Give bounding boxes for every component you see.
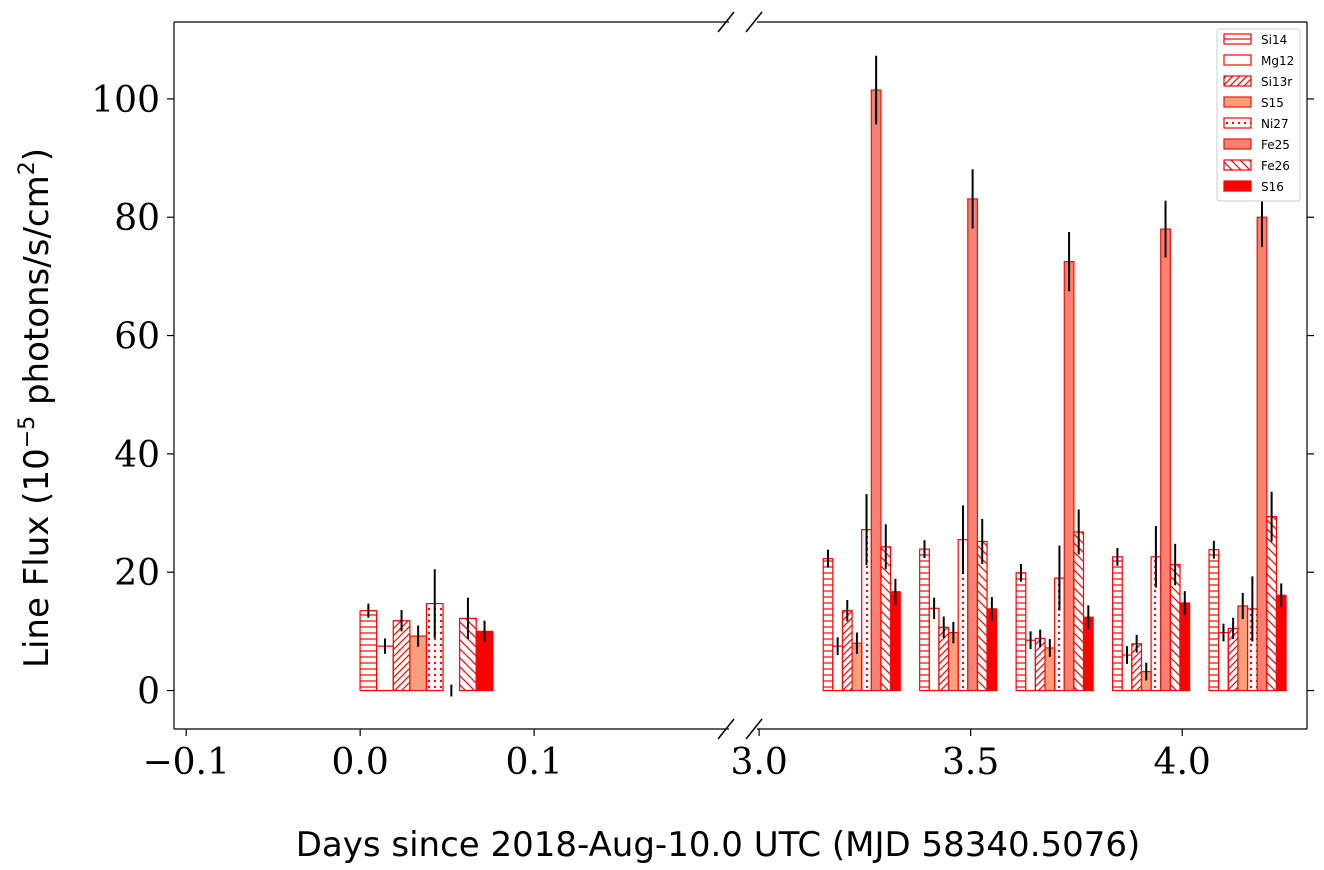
legend-swatch-fe25 bbox=[1224, 139, 1251, 149]
bar-fe25-group-6 bbox=[1257, 217, 1267, 690]
legend-swatch-ni27 bbox=[1224, 118, 1251, 128]
bar-series bbox=[360, 90, 1286, 691]
bar-s16-group-5 bbox=[1180, 603, 1190, 691]
bar-s16-group-6 bbox=[1276, 595, 1286, 690]
bar-fe25-group-3 bbox=[968, 199, 978, 691]
legend-swatch-s16 bbox=[1224, 181, 1251, 191]
x-tick-label: 0.1 bbox=[506, 742, 563, 783]
legend-label-si14: Si14 bbox=[1261, 33, 1287, 47]
bar-si14-group-1 bbox=[360, 611, 377, 691]
bar-fe26-group-4 bbox=[1074, 532, 1084, 691]
bar-mg12-group-3 bbox=[929, 608, 939, 690]
bar-si14-group-3 bbox=[920, 549, 930, 690]
bar-s16-group-3 bbox=[987, 609, 997, 691]
legend-swatch-fe26 bbox=[1224, 160, 1251, 170]
x-tick-label: 0.0 bbox=[332, 742, 389, 783]
x-tick-label: −0.1 bbox=[142, 742, 229, 783]
x-axis-ticks: −0.1 0.0 0.1 3.0 3.5 4.0 bbox=[142, 729, 1210, 783]
bar-si14-group-4 bbox=[1016, 573, 1026, 691]
legend-label-s15: S15 bbox=[1261, 96, 1284, 110]
y-axis-title-mid: photons/s/cm bbox=[17, 175, 57, 416]
legend-label-ni27: Ni27 bbox=[1261, 117, 1289, 131]
bar-fe25-group-2 bbox=[871, 90, 881, 691]
y-tick-label: 20 bbox=[114, 553, 160, 594]
legend-swatch-si14 bbox=[1224, 34, 1251, 44]
legend-label-s16: S16 bbox=[1261, 180, 1284, 194]
y-axis-title: Line Flux (10−5 photons/s/cm2) bbox=[15, 148, 57, 668]
x-tick-label: 4.0 bbox=[1154, 742, 1211, 783]
bar-si14-group-5 bbox=[1113, 557, 1123, 691]
bar-si14-group-2 bbox=[823, 559, 833, 691]
x-tick-label: 3.0 bbox=[730, 742, 787, 783]
y-tick-label: 40 bbox=[114, 435, 160, 476]
legend: Si14 Mg12 Si13r S15 Ni27 Fe25 Fe26 S16 bbox=[1217, 29, 1300, 201]
bar-si14-group-6 bbox=[1209, 550, 1219, 691]
bar-si13r-group-2 bbox=[842, 611, 852, 691]
x-tick-label: 3.5 bbox=[942, 742, 999, 783]
y-axis-ticks: 0 20 40 60 80 100 bbox=[91, 80, 1314, 713]
legend-swatch-mg12 bbox=[1224, 55, 1251, 65]
y-axis-title-sup2: 2 bbox=[15, 161, 40, 175]
x-axis-title: Days since 2018-Aug-10.0 UTC (MJD 58340.… bbox=[296, 825, 1141, 865]
y-tick-label: 60 bbox=[114, 317, 160, 358]
y-axis-title-main: Line Flux (10 bbox=[17, 448, 57, 668]
y-axis-title-end: ) bbox=[17, 148, 57, 161]
bar-fe25-group-5 bbox=[1161, 229, 1171, 690]
y-tick-label: 0 bbox=[137, 672, 160, 713]
legend-label-fe25: Fe25 bbox=[1261, 138, 1290, 152]
legend-label-fe26: Fe26 bbox=[1261, 159, 1290, 173]
legend-label-mg12: Mg12 bbox=[1261, 54, 1294, 68]
plot-frame bbox=[174, 12, 1307, 739]
legend-swatch-s15 bbox=[1224, 97, 1251, 107]
y-tick-label: 80 bbox=[114, 198, 160, 239]
y-axis-title-sup1: −5 bbox=[15, 416, 40, 448]
y-tick-label: 100 bbox=[91, 80, 160, 121]
legend-label-si13r: Si13r bbox=[1261, 75, 1292, 89]
bar-s16-group-2 bbox=[891, 592, 901, 691]
legend-swatch-si13r bbox=[1224, 76, 1251, 86]
bar-fe25-group-4 bbox=[1064, 262, 1074, 691]
bar-fe26-group-6 bbox=[1267, 517, 1277, 691]
